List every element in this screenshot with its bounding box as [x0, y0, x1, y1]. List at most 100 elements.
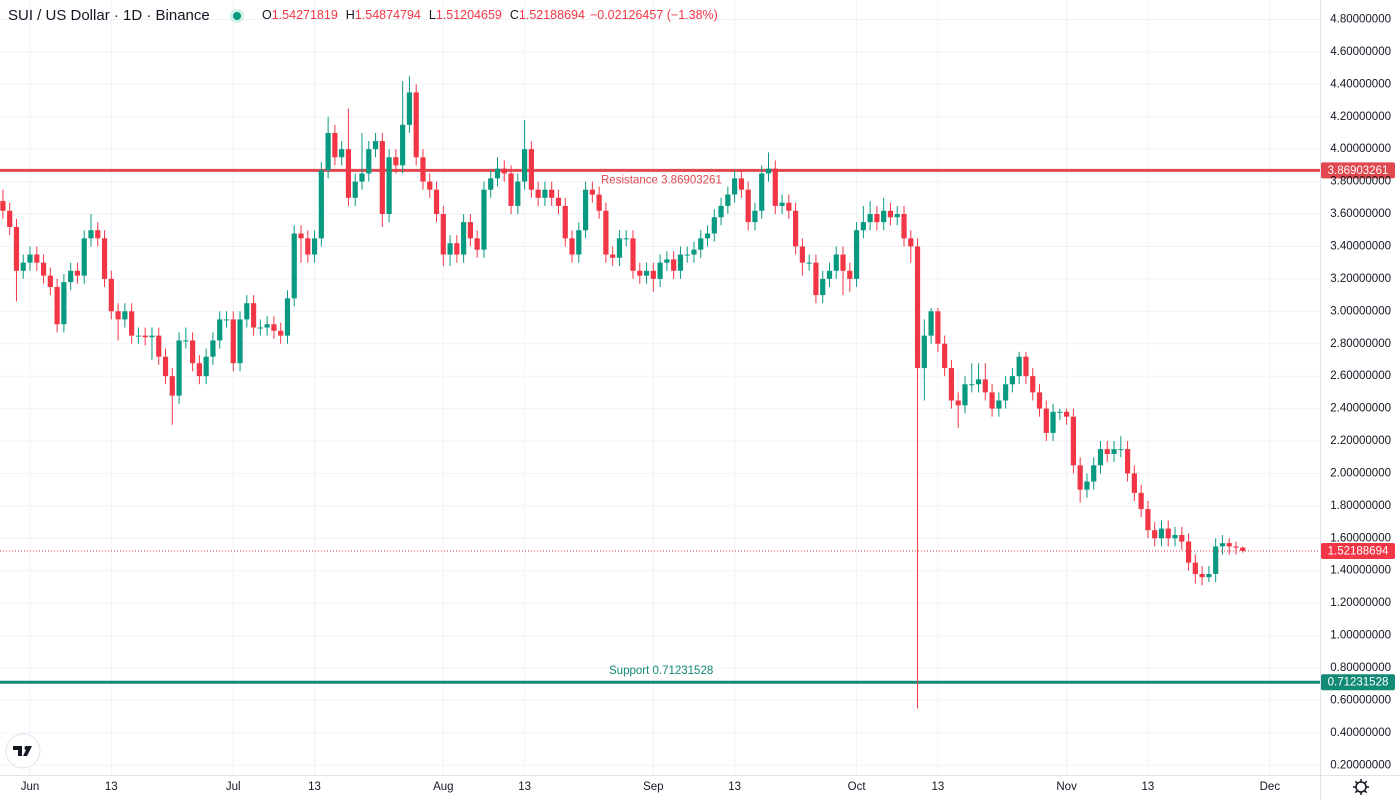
candle-body	[108, 278, 114, 312]
candle-body	[1199, 573, 1205, 578]
candle-body	[95, 230, 101, 239]
candle-body	[1233, 546, 1239, 548]
y-tick-label: 4.20000000	[1330, 111, 1391, 123]
candle-body	[637, 270, 643, 276]
candle-body	[738, 178, 745, 190]
candle-body	[684, 254, 690, 256]
candle-body	[101, 238, 108, 279]
candle-body	[196, 363, 202, 377]
candle-body	[325, 132, 331, 171]
y-tick-label: 4.60000000	[1330, 46, 1391, 58]
settings-button[interactable]	[1353, 779, 1369, 795]
candle-body	[521, 149, 528, 182]
ohlc-value: 1.51204659	[436, 8, 502, 22]
candle-body	[908, 238, 914, 247]
candle-body	[183, 340, 189, 342]
candle-body	[515, 181, 521, 206]
y-tick-label: 1.80000000	[1330, 500, 1391, 512]
logo-badge[interactable]	[5, 733, 41, 769]
candle-body	[1179, 535, 1185, 542]
candle-body	[799, 246, 805, 263]
candle-body	[447, 243, 453, 255]
candle-body	[664, 259, 670, 263]
y-tick-label: 0.40000000	[1330, 727, 1391, 739]
logo[interactable]	[5, 733, 41, 769]
candle-body	[20, 262, 26, 271]
candle-body	[772, 168, 778, 206]
candle-body	[420, 157, 426, 182]
candle-body	[413, 92, 419, 158]
candle-body	[989, 392, 995, 409]
candles	[0, 76, 1246, 709]
y-tick-label: 2.80000000	[1330, 338, 1391, 350]
candle-body	[115, 311, 121, 320]
candle-body	[359, 173, 365, 182]
candle-body	[1091, 465, 1097, 482]
candle-body	[34, 254, 40, 263]
candle-body	[860, 222, 866, 231]
candle-body	[494, 168, 501, 179]
ohlc-value: 1.54874794	[355, 8, 421, 22]
ohlc-value: 1.52188694	[519, 8, 585, 22]
candle-body	[935, 311, 941, 344]
candle-body	[1206, 573, 1212, 578]
level-name: Support	[609, 665, 650, 677]
candle-body	[1240, 547, 1246, 551]
y-tick-label: 0.20000000	[1330, 759, 1391, 771]
x-tick-label: Oct	[848, 781, 867, 793]
change-value: −0.02126457 (−1.38%)	[590, 8, 718, 22]
candle-body	[176, 340, 182, 396]
candle-body	[169, 376, 175, 396]
level-badge	[1321, 674, 1395, 691]
level-value: 3.86903261	[661, 174, 722, 186]
candle-body	[223, 319, 230, 321]
candle-body	[1077, 465, 1083, 490]
candle-body	[1219, 543, 1226, 547]
candle-body	[874, 214, 880, 223]
candle-body	[650, 270, 656, 279]
candle-body	[47, 275, 53, 287]
candle-body	[1172, 535, 1178, 539]
candle-body	[576, 230, 582, 255]
candle-body	[901, 214, 907, 239]
y-tick-label: 4.40000000	[1330, 78, 1391, 90]
candle-body	[345, 149, 352, 198]
candle-body	[820, 278, 826, 296]
y-tick-label: 3.20000000	[1330, 273, 1391, 285]
candle-body	[508, 173, 514, 206]
candle-body	[840, 254, 846, 271]
level-badge-label: 0.71231528	[1328, 677, 1389, 689]
candle-body	[982, 379, 988, 393]
candle-body	[1124, 449, 1131, 474]
candle-body	[122, 311, 128, 320]
candle-body	[1152, 530, 1158, 539]
candle-body	[1050, 411, 1056, 433]
x-tick-label: 13	[308, 781, 321, 793]
candle-body	[589, 189, 595, 195]
candle-body	[210, 340, 216, 357]
candle-body	[867, 214, 873, 223]
x-tick-label: 13	[105, 781, 118, 793]
candle-body	[1084, 481, 1090, 490]
x-tick-label: Aug	[433, 781, 453, 793]
candle-body	[1003, 384, 1009, 401]
candle-body	[461, 222, 467, 255]
candle-body	[555, 197, 562, 206]
y-tick-label: 3.60000000	[1330, 208, 1391, 220]
candle-body	[7, 210, 13, 227]
y-tick-label: 3.00000000	[1330, 305, 1391, 317]
candle-body	[298, 233, 304, 239]
candle-body	[40, 262, 47, 276]
candle-body	[332, 132, 338, 158]
candle-body	[535, 189, 541, 198]
candle-body	[752, 210, 758, 223]
candle-body	[1145, 509, 1151, 531]
axes: 0.20000000 0.40000000 0.60000000 0.80000000…	[21, 13, 1391, 793]
logo-dot	[24, 746, 29, 750]
candle-body	[156, 335, 162, 357]
candle-body	[230, 319, 236, 364]
candle-body	[677, 254, 684, 271]
ohlc-key: O	[262, 8, 272, 22]
candle-body	[284, 298, 291, 336]
